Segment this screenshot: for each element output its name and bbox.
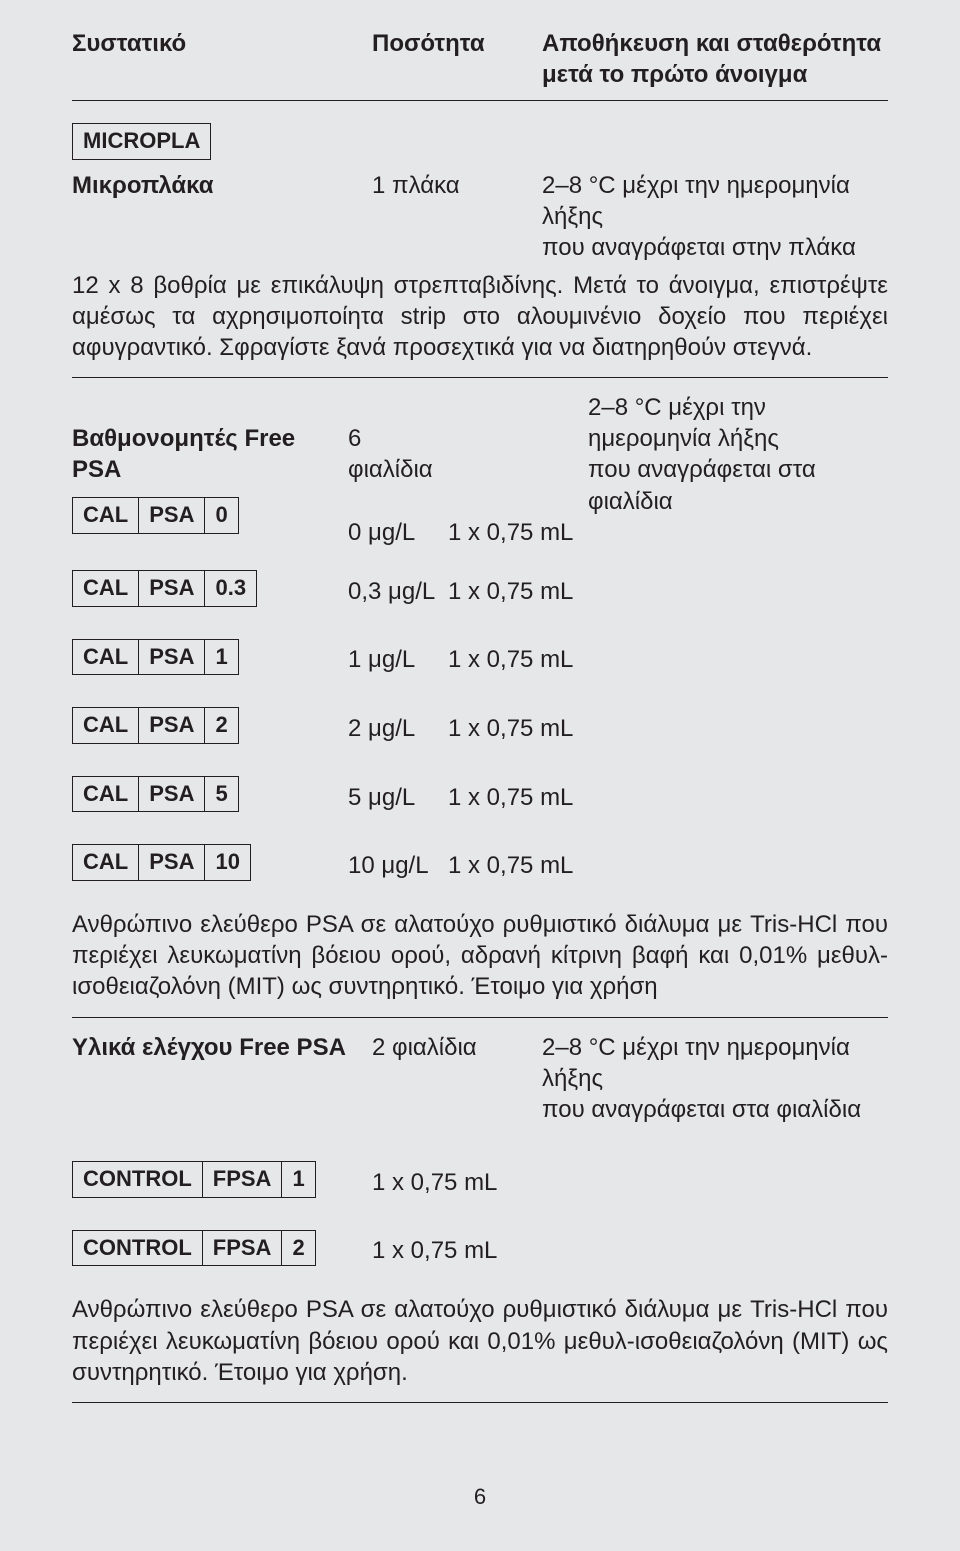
- divider: [72, 1402, 888, 1403]
- cal-conc: 0,3 μg/L: [348, 576, 448, 607]
- micropla-storage: 2–8 °C μέχρι την ημερομηνία λήξης που αν…: [542, 170, 888, 264]
- calibrator-tag: CAL PSA 5: [72, 776, 239, 813]
- tag-micropla-label: MICROPLA: [73, 124, 210, 159]
- cal-c: 0.3: [205, 571, 256, 606]
- tag-micropla: MICROPLA: [72, 123, 211, 160]
- divider: [72, 100, 888, 101]
- ctrl-c: 2: [282, 1231, 314, 1266]
- controls-header-row: Υλικά ελέγχου Free PSA 2 φιαλίδια 2–8 °C…: [72, 1032, 888, 1126]
- cal-a: CAL: [73, 777, 139, 812]
- calibrator-box-col: CAL PSA 0.3: [72, 566, 348, 617]
- calibrator-tag: CAL PSA 0.3: [72, 570, 257, 607]
- cal-c: 5: [205, 777, 237, 812]
- calibrator-tag: CAL PSA 1: [72, 639, 239, 676]
- cal-c: 1: [205, 640, 237, 675]
- cal-b: PSA: [139, 571, 205, 606]
- controls-storage-l1: 2–8 °C μέχρι την ημερομηνία λήξης: [542, 1032, 888, 1094]
- micropla-storage-l2: που αναγράφεται στην πλάκα: [542, 232, 888, 263]
- ctrl-a: CONTROL: [73, 1162, 203, 1197]
- calibrator-box-col: CAL PSA 5: [72, 772, 348, 823]
- calibrators-storage-l2: που αναγράφεται στα φιαλίδια: [588, 454, 888, 516]
- calibrator-tag: CAL PSA 10: [72, 844, 251, 881]
- header-col-3-l2: μετά το πρώτο άνοιγμα: [542, 59, 888, 90]
- cal-b: PSA: [139, 845, 205, 880]
- calibrator-box-col: CAL PSA 0: [72, 493, 348, 544]
- header-col-3-l1: Αποθήκευση και σταθερότητα: [542, 28, 888, 59]
- cal-vol: 1 x 0,75 mL: [448, 489, 588, 548]
- cal-a: CAL: [73, 845, 139, 880]
- micropla-qty: 1 πλάκα: [372, 170, 542, 201]
- cal-vol: 1 x 0,75 mL: [448, 644, 588, 675]
- calibrator-row: CAL PSA 5 5 μg/L 1 x 0,75 mL: [72, 772, 888, 823]
- cal-b: PSA: [139, 777, 205, 812]
- calibrator-row: CAL PSA 10 10 μg/L 1 x 0,75 mL: [72, 840, 888, 891]
- calibrator-tag: CAL PSA 0: [72, 497, 239, 534]
- ctrl-vol: 1 x 0,75 mL: [372, 1235, 888, 1266]
- cal-conc: 10 μg/L: [348, 850, 448, 881]
- divider: [72, 1017, 888, 1018]
- calibrators-qty: 6 φιαλίδια: [348, 423, 448, 485]
- table-header: Συστατικό Ποσότητα Αποθήκευση και σταθερ…: [72, 28, 888, 96]
- cal-vol: 1 x 0,75 mL: [448, 782, 588, 813]
- cal-a: CAL: [73, 498, 139, 533]
- cal-b: PSA: [139, 498, 205, 533]
- header-col-2: Ποσότητα: [372, 28, 542, 90]
- control-tag: CONTROL FPSA 2: [72, 1230, 316, 1267]
- cal-a: CAL: [73, 708, 139, 743]
- controls-qty: 2 φιαλίδια: [372, 1032, 542, 1063]
- calibrators-block: Βαθμονομητές Free PSA 6 φιαλίδια 2–8 °C …: [72, 392, 888, 891]
- calibrator-box-col: CAL PSA 2: [72, 703, 348, 754]
- cal-a: CAL: [73, 571, 139, 606]
- cal-vol: 1 x 0,75 mL: [448, 576, 588, 607]
- calibrator-box-col: CAL PSA 10: [72, 840, 348, 891]
- cal-a: CAL: [73, 640, 139, 675]
- ctrl-b: FPSA: [203, 1231, 283, 1266]
- calibrator-row: CAL PSA 0.3 0,3 μg/L 1 x 0,75 mL: [72, 566, 888, 617]
- control-tag: CONTROL FPSA 1: [72, 1161, 316, 1198]
- calibrator-tag: CAL PSA 2: [72, 707, 239, 744]
- controls-block: CONTROL FPSA 1 1 x 0,75 mL CONTROL FPSA …: [72, 1157, 888, 1276]
- calibrator-row: CAL PSA 2 2 μg/L 1 x 0,75 mL: [72, 703, 888, 754]
- controls-storage-l2: που αναγράφεται στα φιαλίδια: [542, 1094, 888, 1125]
- cal-b: PSA: [139, 708, 205, 743]
- micropla-name: Μικροπλάκα: [72, 170, 372, 201]
- micropla-row: Μικροπλάκα 1 πλάκα 2–8 °C μέχρι την ημερ…: [72, 170, 888, 264]
- cal-conc: 5 μg/L: [348, 782, 448, 813]
- calibrators-title: Βαθμονομητές Free PSA: [72, 423, 348, 485]
- ctrl-vol: 1 x 0,75 mL: [372, 1167, 888, 1198]
- control-box-col: CONTROL FPSA 1: [72, 1157, 372, 1208]
- control-row: CONTROL FPSA 1 1 x 0,75 mL: [72, 1157, 888, 1208]
- header-col-3: Αποθήκευση και σταθερότητα μετά το πρώτο…: [542, 28, 888, 90]
- control-row: CONTROL FPSA 2 1 x 0,75 mL: [72, 1226, 888, 1277]
- controls-desc: Ανθρώπινο ελεύθερο PSA σε αλατούχο ρυθμι…: [72, 1294, 888, 1388]
- control-box-col: CONTROL FPSA 2: [72, 1226, 372, 1277]
- cal-conc: 0 μg/L: [348, 489, 448, 548]
- ctrl-a: CONTROL: [73, 1231, 203, 1266]
- ctrl-b: FPSA: [203, 1162, 283, 1197]
- controls-storage: 2–8 °C μέχρι την ημερομηνία λήξης που αν…: [542, 1032, 888, 1126]
- ctrl-c: 1: [282, 1162, 314, 1197]
- cal-c: 10: [205, 845, 249, 880]
- cal-c: 0: [205, 498, 237, 533]
- calibrators-storage: 2–8 °C μέχρι την ημερομηνία λήξης που αν…: [588, 392, 888, 517]
- cal-vol: 1 x 0,75 mL: [448, 850, 588, 881]
- micropla-desc: 12 x 8 βοθρία με επικάλυψη στρεπταβιδίνη…: [72, 270, 888, 364]
- micropla-storage-l1: 2–8 °C μέχρι την ημερομηνία λήξης: [542, 170, 888, 232]
- page-number: 6: [72, 1483, 888, 1512]
- header-col-1: Συστατικό: [72, 28, 372, 90]
- cal-b: PSA: [139, 640, 205, 675]
- calibrator-row: CAL PSA 1 1 μg/L 1 x 0,75 mL: [72, 635, 888, 686]
- cal-conc: 1 μg/L: [348, 644, 448, 675]
- calibrators-desc: Ανθρώπινο ελεύθερο PSA σε αλατούχο ρυθμι…: [72, 909, 888, 1003]
- calibrator-box-col: CAL PSA 1: [72, 635, 348, 686]
- cal-conc: 2 μg/L: [348, 713, 448, 744]
- controls-title: Υλικά ελέγχου Free PSA: [72, 1032, 372, 1063]
- cal-vol: 1 x 0,75 mL: [448, 713, 588, 744]
- cal-c: 2: [205, 708, 237, 743]
- calibrators-storage-l1: 2–8 °C μέχρι την ημερομηνία λήξης: [588, 392, 888, 454]
- divider: [72, 377, 888, 378]
